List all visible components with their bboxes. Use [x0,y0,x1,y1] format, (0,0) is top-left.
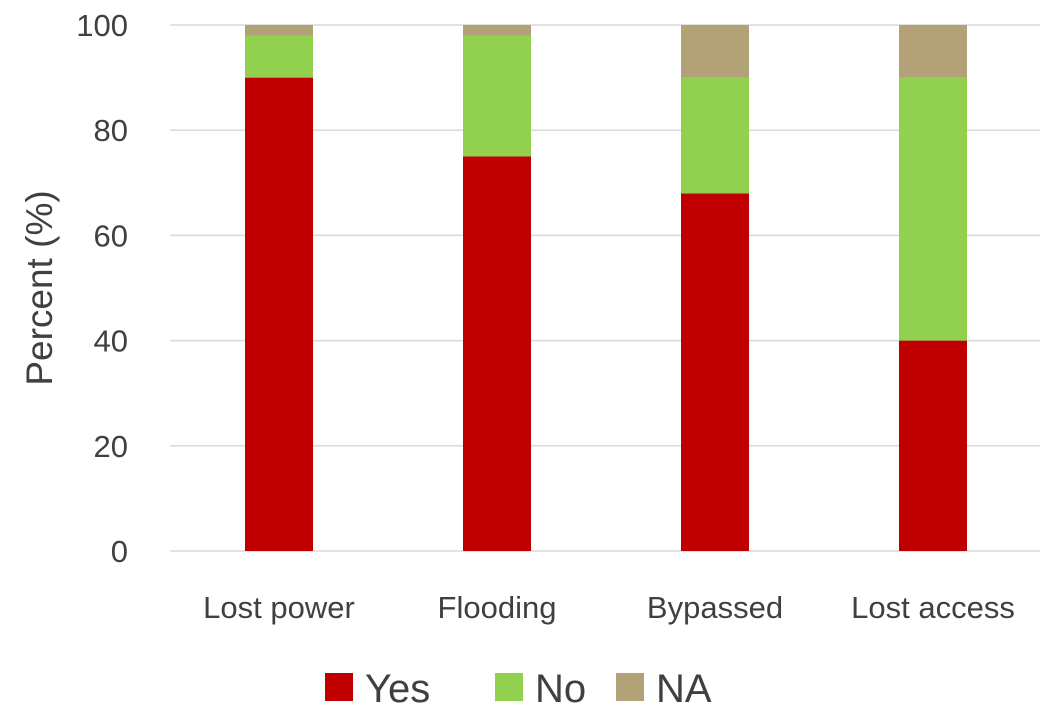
legend-swatch-yes [325,673,353,701]
legend-swatch-na [616,673,644,701]
bar-no-bypassed [681,77,749,194]
x-tick-label: Flooding [438,590,557,625]
x-tick-label: Lost access [851,590,1015,625]
bar-na-lost-access [899,25,967,78]
bar-no-lost-power [245,35,313,78]
x-tick-label: Lost power [203,590,355,625]
legend-swatch-no [495,673,523,701]
y-tick-label: 0 [111,534,128,569]
gridlines [170,24,1040,552]
y-tick-label: 100 [76,8,128,43]
x-tick-label: Bypassed [647,590,783,625]
legend-label-no: No [535,667,586,707]
bar-no-lost-access [899,77,967,341]
x-axis-ticks: Lost power Flooding Bypassed Lost access [203,590,1015,625]
legend: Yes No NA [325,667,712,707]
bar-na-lost-power [245,25,313,36]
bar-yes-bypassed [681,193,749,551]
y-axis-title: Percent (%) [19,190,60,385]
y-tick-label: 40 [94,324,128,359]
bar-yes-lost-access [899,340,967,551]
y-tick-label: 80 [94,113,128,148]
bar-no-flooding [463,35,531,157]
bars [245,25,967,551]
y-tick-label: 20 [94,429,128,464]
bar-na-bypassed [681,25,749,78]
legend-label-na: NA [656,667,712,707]
legend-label-yes: Yes [365,667,430,707]
bar-yes-flooding [463,156,531,551]
y-axis-ticks: 0 20 40 60 80 100 [76,8,128,569]
bar-na-flooding [463,25,531,36]
bar-yes-lost-power [245,77,313,551]
y-tick-label: 60 [94,218,128,253]
